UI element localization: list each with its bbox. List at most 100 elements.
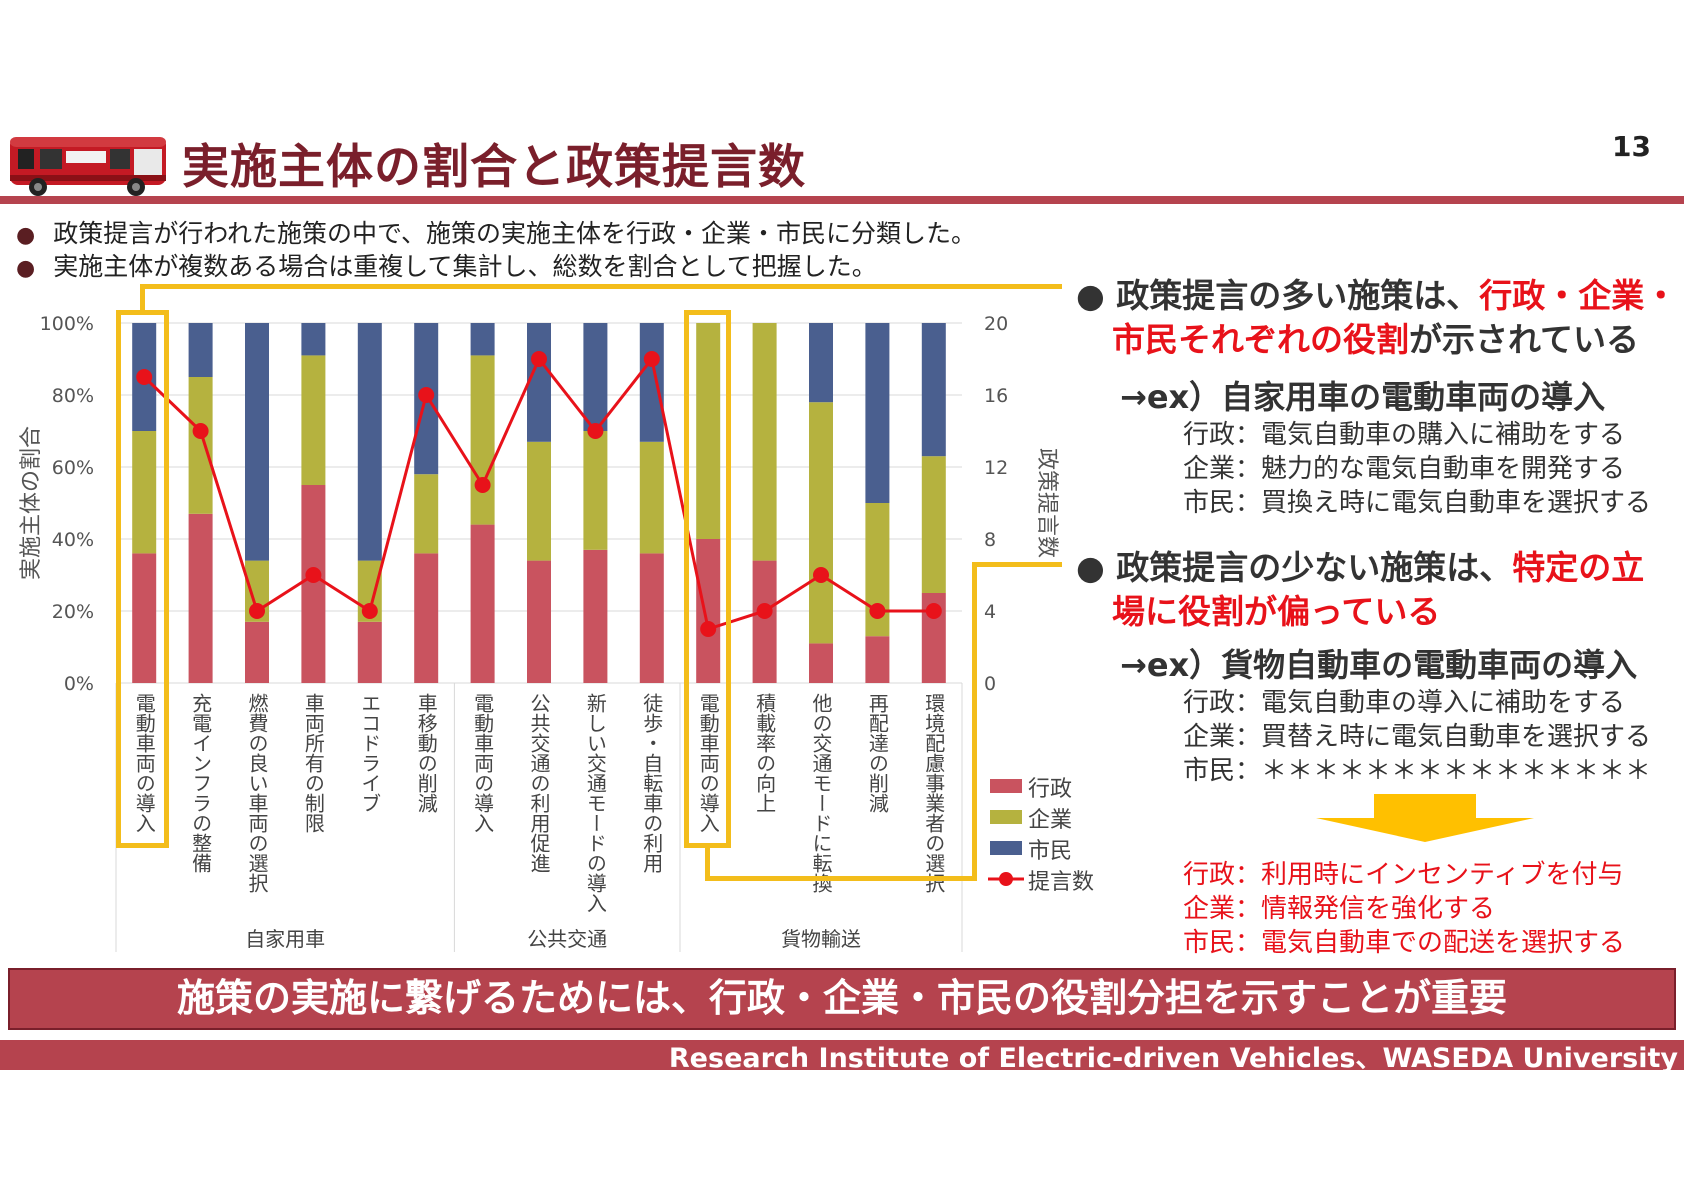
leader-line	[972, 562, 977, 881]
legend-label: 行政	[1028, 777, 1072, 802]
proposal-item: 市民：電気自動車での配送を選択する	[1183, 928, 1626, 958]
x-category-label: 電動車両の導入	[696, 693, 720, 833]
group-label: 自家用車	[245, 927, 325, 951]
key-point-1-highlight: 行政・企業・	[1479, 276, 1678, 315]
down-arrow-icon	[1316, 794, 1534, 846]
key-point-1-line2: 市民それぞれの役割が示されている	[1112, 318, 1639, 362]
intro-bullet: ● 実施主体が複数ある場合は重複して集計し、総数を割合として把握した。	[16, 247, 877, 283]
bar-segment	[301, 485, 326, 683]
bus-logo	[8, 133, 170, 201]
bar-segment	[639, 553, 664, 683]
bar-segment	[245, 621, 269, 683]
x-category-label: 電動車両の導入	[471, 693, 495, 833]
x-category-label: 車移動の削減	[414, 693, 438, 813]
y-tick-label: 80%	[52, 385, 94, 407]
example-2-heading: →ex）貨物自動車の電動車両の導入	[1120, 646, 1638, 684]
bar-segment	[357, 621, 382, 683]
legend-swatch	[990, 810, 1022, 824]
key-point-1-highlight: 市民それぞれの役割	[1112, 320, 1409, 359]
page-title: 実施主体の割合と政策提言数	[182, 140, 806, 195]
bar-segment	[245, 323, 269, 561]
bar-segment	[414, 553, 439, 683]
bar-segment	[865, 636, 890, 683]
chart-axes: 0% 20% 40% 60% 80% 100% 0 4 8 12 16 20 実施主体の割合 政策提言数電…	[19, 313, 1059, 952]
bar-segment	[527, 323, 551, 442]
y-tick-label: 100%	[40, 313, 94, 335]
chart-bars	[132, 323, 946, 683]
bar-segment	[132, 553, 157, 683]
line-point	[136, 369, 153, 385]
line-point	[249, 603, 265, 619]
x-category-label: 積載率の向上	[753, 693, 777, 813]
bar-segment	[865, 323, 890, 503]
bar-segment	[301, 323, 326, 356]
y-tick-label: 0%	[64, 673, 94, 695]
line-point	[700, 621, 717, 637]
leader-line	[140, 284, 1062, 289]
conclusion-banner: 施策の実施に繋げるためには、行政・企業・市民の役割分担を示すことが重要	[8, 968, 1676, 1030]
y2-tick-label: 8	[984, 529, 996, 551]
bar-segment	[639, 323, 664, 442]
legend-label: 市民	[1028, 839, 1072, 864]
y2-axis-title: 政策提言数	[1034, 448, 1059, 558]
bullet-icon: ●	[16, 223, 36, 248]
bar-segment	[696, 539, 721, 683]
stacked-bar-chart: 0% 20% 40% 60% 80% 100% 0 4 8 12 16 20 実施主体の割合 政策提言数電…	[19, 313, 1094, 952]
key-point-1: ● 政策提言の多い施策は、行政・企業・	[1076, 274, 1677, 318]
bar-segment	[188, 323, 213, 377]
legend-swatch	[990, 841, 1022, 855]
bar-segment	[809, 402, 833, 644]
intro-text: 政策提言が行われた施策の中で、施策の実施主体を行政・企業・市民に分類した。	[53, 219, 976, 248]
leader-line	[140, 284, 145, 312]
line-point	[418, 387, 435, 403]
bar-segment	[752, 560, 777, 683]
key-point-1-text: が示されている	[1409, 320, 1640, 359]
example-2-detail: 行政：電気自動車の導入に補助をする	[1183, 688, 1626, 718]
key-point-1-text: 政策提言の多い施策は、	[1116, 276, 1480, 315]
highlight-box-private-ev	[116, 310, 169, 848]
leader-line	[705, 846, 710, 880]
bar-segment	[527, 441, 551, 561]
bullet-icon: ●	[16, 256, 36, 281]
bar-segment	[809, 643, 833, 683]
y2-tick-label: 16	[984, 385, 1008, 407]
bar-segment	[188, 377, 213, 514]
bar-segment	[639, 441, 664, 554]
bar-segment	[301, 355, 326, 485]
x-category-label: エコドライブ	[358, 693, 382, 813]
bar-segment	[470, 355, 495, 525]
example-2-detail: 市民：＊＊＊＊＊＊＊＊＊＊＊＊＊＊＊	[1183, 756, 1652, 786]
x-category-label: 公共交通の利用促進	[527, 693, 551, 873]
line-point	[361, 603, 378, 619]
y2-tick-label: 20	[984, 313, 1008, 335]
line-point	[756, 603, 773, 619]
footer-bar	[0, 1040, 1684, 1070]
example-1-heading: →ex）自家用車の電動車両の導入	[1120, 378, 1606, 416]
bar-segment	[470, 323, 495, 356]
bar-segment	[583, 323, 608, 431]
bar-segment	[583, 431, 608, 550]
page-number: 13	[1612, 130, 1651, 163]
y2-tick-label: 4	[984, 601, 996, 623]
legend-label: 企業	[1028, 808, 1072, 833]
intro-bullet: ● 政策提言が行われた施策の中で、施策の実施主体を行政・企業・市民に分類した。	[16, 214, 976, 250]
bar-segment	[696, 323, 721, 539]
example-2-detail: 企業：買替え時に電気自動車を選択する	[1183, 722, 1652, 752]
line-point	[925, 603, 942, 619]
line-point	[869, 603, 886, 619]
bar-segment	[809, 323, 833, 403]
footer-text: Research Institute of Electric-driven Ve…	[668, 1043, 1678, 1074]
proposal-item: 行政：利用時にインセンティブを付与	[1183, 860, 1624, 890]
group-label: 公共交通	[527, 927, 607, 951]
example-1-detail: 企業：魅力的な電気自動車を開発する	[1183, 454, 1626, 484]
bar-segment	[527, 560, 551, 683]
bar-segment	[357, 323, 382, 561]
key-point-2-line2: 場に役割が偏っている	[1112, 590, 1440, 634]
x-category-label: 徒歩・自転車の利用	[640, 693, 664, 873]
legend-line-marker	[999, 872, 1013, 886]
y-tick-label: 40%	[52, 529, 94, 551]
key-point-2-highlight: 場に役割が偏っている	[1112, 592, 1441, 631]
bar-segment	[921, 323, 946, 457]
line-point	[813, 567, 829, 583]
bar-segment	[414, 474, 439, 554]
